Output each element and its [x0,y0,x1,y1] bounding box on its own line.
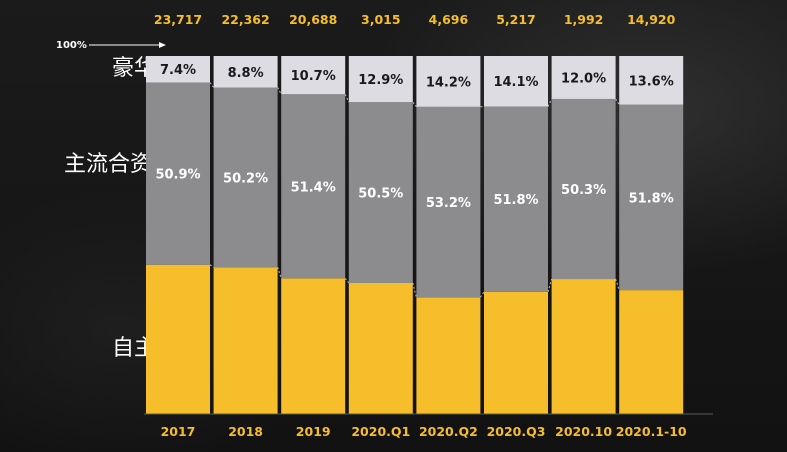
bar-luxury-5 [484,56,548,107]
bar-jv-1 [213,87,278,268]
label-luxury-7: 13.6% [629,74,674,89]
total-label-4: 4,696 [429,12,469,27]
bar-luxury-6 [551,56,616,99]
bar-luxury-3 [348,56,413,103]
bar-jv-0 [146,82,210,265]
bar-luxury-2 [281,56,346,95]
bars: 7.4% 50.9% 8.8% 50.2% 10.7% 51.4% 12.9% 50.5% 14… [146,56,684,414]
x-tick-3: 2020.Q1 [351,424,410,439]
bar-domestic-5 [484,291,548,414]
connector-lines [209,82,620,298]
bar-jv-3 [348,102,413,283]
bar-domestic-4 [416,297,481,414]
label-luxury-3: 12.9% [358,73,403,88]
bar-domestic-0 [146,264,210,414]
label-luxury-6: 12.0% [561,71,606,86]
label-jv-7: 51.8% [629,191,674,206]
connector-dTop-4 [479,291,485,298]
connector-dTop-0 [209,264,214,268]
bar-domestic-1 [213,267,278,414]
bar-jv-4 [416,106,481,298]
total-label-3: 3,015 [361,12,401,27]
connector-dTop-5 [547,278,553,293]
x-tick-labels: 2017 2018 2019 2020.Q1 2020.Q2 2020.Q3 2020.10… [161,424,687,439]
reference-marker: 100% [56,40,166,51]
label-luxury-1: 8.8% [228,66,264,81]
connector-dTop-1 [277,267,282,279]
label-jv-4: 53.2% [426,196,471,211]
x-tick-1: 2018 [228,424,263,439]
reference-100-label: 100% [56,40,87,51]
bar-luxury-1 [213,56,278,88]
label-jv-1: 50.2% [223,171,268,186]
x-tick-0: 2017 [161,424,196,439]
label-luxury-2: 10.7% [291,69,336,84]
bar-domestic-3 [348,282,413,414]
bar-jv-6 [551,98,616,280]
connector-dTop-6 [615,278,620,291]
connector-jTop-6 [615,98,620,105]
x-tick-5: 2020.Q3 [487,424,546,439]
x-tick-7: 2020.1-10 [616,424,687,439]
bar-luxury-0 [146,56,210,83]
bar-jv-5 [484,106,548,292]
label-jv-6: 50.3% [561,183,606,198]
connector-jTop-1 [277,87,282,95]
connector-jTop-2 [344,94,350,103]
bar-domestic-2 [281,278,346,414]
label-jv-2: 51.4% [291,180,336,195]
connector-dTop-3 [412,282,417,298]
connector-jTop-3 [412,101,417,108]
connector-dTop-2 [344,278,350,284]
label-jv-5: 51.8% [493,193,538,208]
bar-jv-7 [619,104,684,291]
x-tick-6: 2020.10 [555,424,612,439]
total-label-5: 5,217 [496,12,536,27]
series-labels: 豪华 主流合资 自主 [64,56,156,361]
label-jv-3: 50.5% [358,187,403,202]
bar-luxury-4 [416,56,481,107]
bar-domestic-6 [551,279,616,414]
total-label-1: 22,362 [221,12,269,27]
x-tick-2: 2019 [296,424,331,439]
total-label-0: 23,717 [154,12,202,27]
bar-jv-2 [281,94,346,279]
x-tick-4: 2020.Q2 [419,424,478,439]
total-labels: 23,717 22,362 20,688 3,015 4,696 5,217 1,992 14… [154,12,676,27]
series-label-jv: 主流合资 [64,152,152,177]
connector-jTop-0 [209,82,215,88]
label-luxury-5: 14.1% [493,75,538,90]
reference-arrow-head [159,42,166,48]
connector-jTop-5 [547,98,553,107]
bar-luxury-7 [619,56,684,105]
total-label-2: 20,688 [289,12,337,27]
bar-domestic-7 [619,290,684,414]
label-luxury-4: 14.2% [426,75,471,90]
label-luxury-0: 7.4% [160,63,196,78]
label-jv-0: 50.9% [155,168,200,183]
total-label-7: 14,920 [627,12,676,27]
total-label-6: 1,992 [564,12,604,27]
